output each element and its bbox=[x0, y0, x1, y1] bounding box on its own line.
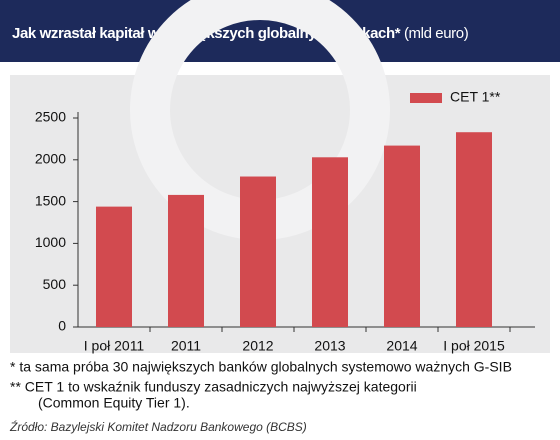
x-tick-label: 2011 bbox=[171, 338, 201, 354]
x-tick-label: I poł 2015 bbox=[443, 338, 505, 354]
y-tick-label: 2500 bbox=[35, 109, 66, 125]
bar bbox=[312, 157, 348, 327]
y-tick-label: 0 bbox=[58, 318, 66, 334]
y-tick-label: 1000 bbox=[35, 234, 66, 250]
note: (Common Equity Tier 1). bbox=[38, 395, 190, 411]
bar bbox=[456, 132, 492, 327]
chart-subtitle: (mld euro) bbox=[404, 25, 469, 42]
y-tick-label: 500 bbox=[43, 276, 67, 292]
bar bbox=[240, 176, 276, 327]
x-tick-label: 2014 bbox=[386, 338, 417, 354]
note: * ta sama próba 30 największych banków g… bbox=[10, 359, 512, 375]
x-tick-label: 2013 bbox=[314, 338, 345, 354]
source: Źródło: Bazylejski Komitet Nadzoru Banko… bbox=[9, 419, 307, 434]
bar bbox=[168, 194, 204, 327]
chart-title-line: Jak wzrastał kapitał w największych glob… bbox=[12, 25, 469, 42]
note: ** CET 1 to wskaźnik funduszy zasadniczy… bbox=[10, 379, 417, 395]
legend-label: CET 1** bbox=[450, 89, 501, 105]
legend-swatch bbox=[410, 93, 442, 103]
bar bbox=[384, 145, 420, 327]
bar bbox=[96, 206, 132, 327]
x-tick-label: 2012 bbox=[242, 338, 273, 354]
x-tick-label: I poł 2011 bbox=[84, 338, 145, 354]
y-tick-label: 1500 bbox=[35, 192, 66, 208]
y-tick-label: 2000 bbox=[35, 151, 66, 167]
